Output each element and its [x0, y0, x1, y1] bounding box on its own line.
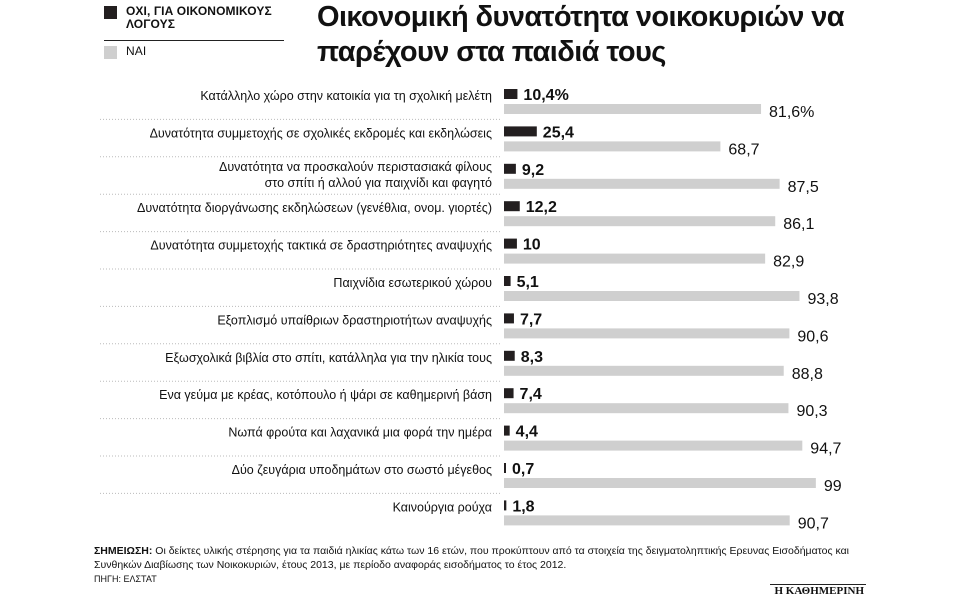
bar-yes	[504, 515, 790, 526]
bar-no-label: 7,7	[520, 311, 542, 328]
bar-yes-label: 90,7	[798, 515, 829, 532]
bar-no	[504, 425, 510, 436]
bar-no	[504, 388, 514, 399]
legend-swatch-no	[104, 6, 117, 19]
brand-logo-text: Η ΚΑΘΗΜΕΡΙΝΗ	[774, 585, 865, 597]
bar-no-label: 7,4	[520, 386, 542, 403]
bar-yes-label: 87,5	[788, 179, 819, 196]
bar-yes	[504, 403, 789, 414]
category-label: Καινούργια ρούχα	[393, 500, 492, 514]
legend-label-yes: ΝΑΙ	[126, 44, 147, 58]
category-label: Δυνατότητα διοργάνωσης εκδηλώσεων (γενέθ…	[137, 201, 492, 215]
category-label: Δυνατότητα συμμετοχής σε σχολικές εκδρομ…	[150, 126, 492, 140]
category-label-line: Δυνατότητα να προσκαλούν περιστασιακά φί…	[219, 160, 492, 174]
bar-yes-label: 86,1	[783, 216, 814, 233]
bar-yes	[504, 104, 762, 114]
bar-yes-label: 82,9	[773, 254, 804, 271]
note-label: ΣΗΜΕΙΩΣΗ:	[94, 545, 153, 557]
bar-yes-label: 68,7	[728, 141, 759, 158]
bar-no-label: 12,2	[526, 199, 557, 216]
bar-no-label: 9,2	[522, 162, 544, 179]
bar-yes	[504, 141, 721, 152]
bar-no-label: 8,3	[521, 349, 543, 366]
legend-item-no: ΟΧΙ, ΓΙΑ ΟΙΚΟΝΟΜΙΚΟΥΣ ΛΟΓΟΥΣ	[104, 4, 304, 31]
bar-yes	[504, 291, 800, 301]
bar-no	[504, 163, 516, 174]
bar-yes-label: 90,3	[796, 403, 827, 420]
category-label: Δύο ζευγάρια υποδημάτων στο σωστό μέγεθο…	[232, 463, 492, 477]
category-label: Εξωσχολικά βιβλία στο σπίτι, κατάλληλα γ…	[165, 351, 492, 365]
bar-no-label: 25,4	[543, 124, 574, 141]
category-label: Κατάλληλο χώρο στην κατοικία για τη σχολ…	[200, 89, 492, 103]
category-label: Δυνατότητα να προσκαλούν περιστασιακά φί…	[219, 160, 492, 190]
bar-no-label: 1,8	[512, 498, 534, 515]
bar-no-label: 4,4	[516, 424, 538, 441]
brand-divider	[770, 584, 866, 585]
bar-no	[504, 350, 515, 361]
bar-yes-label: 88,8	[792, 366, 823, 383]
bar-yes-label: 90,6	[797, 328, 828, 345]
bar-yes	[504, 478, 816, 488]
bar-yes-label: 99	[824, 478, 842, 495]
legend-label-no: ΟΧΙ, ΓΙΑ ΟΙΚΟΝΟΜΙΚΟΥΣ ΛΟΓΟΥΣ	[126, 4, 272, 31]
bar-yes	[504, 216, 776, 227]
chart-note: ΣΗΜΕΙΩΣΗ: Οι δείκτες υλικής στέρησης για…	[94, 544, 874, 572]
bar-yes-label: 93,8	[807, 291, 838, 308]
category-label-line: στο σπίτι ή αλλού για παιχνίδι και φαγητ…	[265, 176, 492, 190]
bar-yes-label: 81,6%	[769, 104, 814, 121]
bar-yes-label: 94,7	[810, 441, 841, 458]
legend-item-yes: ΝΑΙ	[104, 44, 304, 62]
bar-no-label: 10,4%	[523, 87, 568, 104]
bar-no	[504, 276, 511, 286]
bar-no	[504, 238, 517, 249]
chart-title-text: Οικονομική δυνατότητα νοικοκυριών να παρ…	[317, 1, 845, 68]
bar-no	[504, 89, 518, 99]
bar-yes	[504, 328, 790, 339]
bar-chart: Κατάλληλο χώρο στην κατοικία για τη σχολ…	[100, 87, 842, 532]
category-label: Νωπά φρούτα και λαχανικά μια φορά την ημ…	[228, 426, 492, 440]
legend: ΟΧΙ, ΓΙΑ ΟΙΚΟΝΟΜΙΚΟΥΣ ΛΟΓΟΥΣ ΝΑΙ	[104, 4, 304, 62]
bar-no-label: 5,1	[517, 274, 539, 291]
legend-swatch-yes	[104, 46, 117, 59]
source-text: ΠΗΓΗ: ΕΛΣΤΑΤ	[94, 574, 157, 584]
category-label: Ενα γεύμα με κρέας, κοτόπουλο ή ψάρι σε …	[159, 388, 492, 402]
bar-yes	[504, 365, 784, 376]
category-label: Εξοπλισμό υπαίθριων δραστηριοτήτων αναψυ…	[217, 313, 492, 327]
bar-no	[504, 313, 514, 324]
bar-no	[504, 463, 506, 473]
bar-no-label: 0,7	[512, 461, 534, 478]
note-text: Οι δείκτες υλικής στέρησης για τα παιδιά…	[94, 545, 849, 571]
bar-yes	[504, 178, 780, 189]
bar-no-label: 10	[523, 237, 541, 254]
bar-no	[504, 126, 537, 137]
legend-divider	[104, 40, 284, 41]
bar-yes	[504, 253, 766, 264]
bar-no	[504, 201, 520, 212]
bar-no	[504, 500, 507, 511]
chart-title: Οικονομική δυνατότητα νοικοκυριών να παρ…	[317, 0, 877, 70]
category-label: Παιχνίδια εσωτερικού χώρου	[333, 276, 492, 290]
category-label: Δυνατότητα συμμετοχής τακτικά σε δραστηρ…	[150, 239, 492, 253]
bar-yes	[504, 440, 803, 451]
